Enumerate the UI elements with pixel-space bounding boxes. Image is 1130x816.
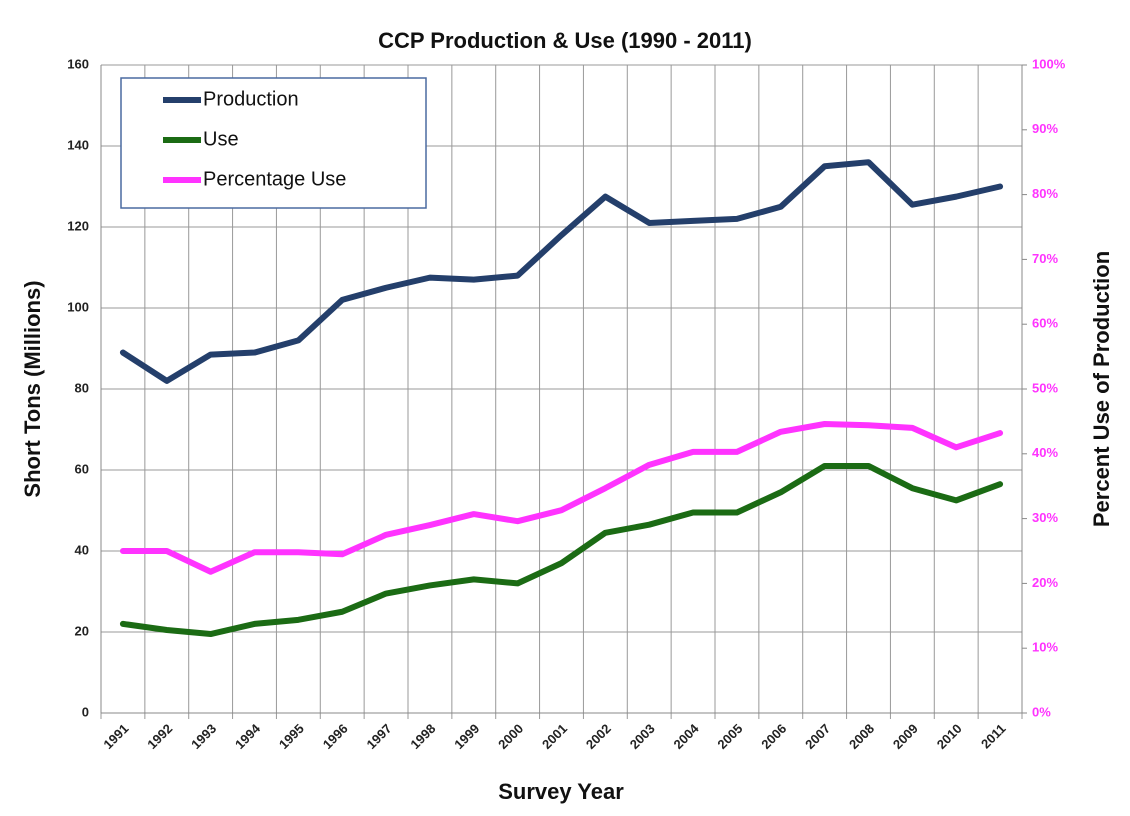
x-tick-label: 2007 — [802, 721, 833, 752]
x-tick-label: 1993 — [188, 721, 219, 752]
x-tick-label: 1994 — [232, 720, 264, 752]
y2-tick-label: 20% — [1032, 575, 1058, 590]
y-tick-label: 40 — [75, 542, 89, 557]
legend-label: Use — [203, 128, 239, 150]
y2-axis-title: Percent Use of Production — [1089, 251, 1114, 527]
y2-tick-label: 40% — [1032, 445, 1058, 460]
y2-tick-label: 30% — [1032, 510, 1058, 525]
y2-tick-label: 90% — [1032, 121, 1058, 136]
y2-tick-label: 100% — [1032, 56, 1066, 71]
y-tick-label: 140 — [67, 137, 89, 152]
x-tick-label: 2006 — [758, 721, 789, 752]
y-tick-label: 80 — [75, 380, 89, 395]
legend-label: Production — [203, 88, 299, 110]
y-axis-title: Short Tons (Millions) — [20, 280, 45, 497]
y-tick-label: 20 — [75, 623, 89, 638]
y2-tick-label: 10% — [1032, 640, 1058, 655]
x-tick-label: 2005 — [714, 721, 745, 752]
y2-tick-label: 80% — [1032, 186, 1058, 201]
x-tick-label: 2010 — [934, 721, 965, 752]
x-tick-label: 2000 — [495, 721, 526, 752]
x-tick-label: 1996 — [320, 721, 351, 752]
chart-title: CCP Production & Use (1990 - 2011) — [378, 28, 752, 53]
y-tick-label: 100 — [67, 299, 89, 314]
x-tick-label: 1997 — [364, 721, 395, 752]
x-tick-label: 2002 — [583, 721, 614, 752]
x-tick-label: 1992 — [144, 721, 175, 752]
y2-tick-label: 70% — [1032, 251, 1058, 266]
x-tick-label: 1991 — [100, 721, 131, 752]
x-tick-label: 2008 — [846, 721, 877, 752]
y-tick-label: 160 — [67, 56, 89, 71]
y-tick-label: 60 — [75, 461, 89, 476]
x-tick-label: 1998 — [407, 721, 438, 752]
y2-tick-label: 60% — [1032, 316, 1058, 331]
y-tick-label: 0 — [82, 704, 89, 719]
x-tick-label: 2003 — [627, 721, 658, 752]
legend-label: Percentage Use — [203, 168, 346, 190]
x-tick-label: 1999 — [451, 721, 482, 752]
x-tick-label: 1995 — [276, 721, 307, 752]
x-tick-label: 2001 — [539, 721, 570, 752]
x-tick-label: 2004 — [671, 720, 703, 752]
x-tick-label: 2011 — [978, 721, 1009, 752]
chart: CCP Production & Use (1990 - 2011) Surve… — [0, 0, 1130, 816]
y-tick-label: 120 — [67, 218, 89, 233]
series-line — [123, 424, 1000, 572]
y2-tick-label: 50% — [1032, 380, 1058, 395]
x-tick-label: 2009 — [890, 721, 921, 752]
y2-tick-label: 0% — [1032, 704, 1051, 719]
x-axis-title: Survey Year — [498, 779, 624, 804]
